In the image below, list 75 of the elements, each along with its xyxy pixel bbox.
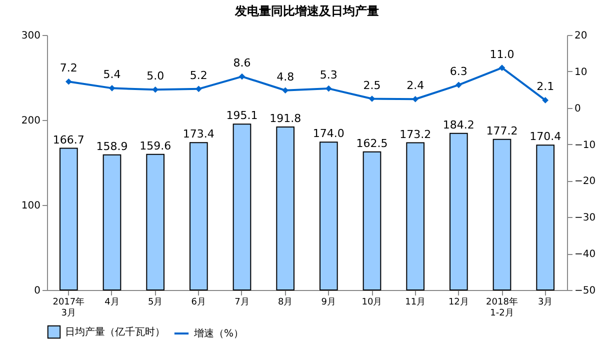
x-tick-label: 5月 <box>148 298 163 308</box>
data-label: 6.3 <box>450 64 468 78</box>
bar <box>320 142 338 290</box>
point <box>412 96 418 102</box>
data-label: 166.7 <box>52 133 84 146</box>
point <box>542 97 548 104</box>
x-tick-label: 9月 <box>321 298 336 308</box>
data-label: 7.2 <box>60 62 78 75</box>
data-label: 5.4 <box>103 68 121 82</box>
data-label: 159.6 <box>140 139 172 152</box>
data-label: 2.1 <box>536 80 554 94</box>
bar <box>276 126 294 290</box>
data-label: 184.2 <box>442 118 474 132</box>
y-tick-label: 300 <box>21 30 40 42</box>
y-tick-label: 200 <box>21 116 40 126</box>
x-tick-label: 11月 <box>405 298 426 308</box>
chart-title: 发电量同比增速及日均产量 <box>234 4 379 18</box>
point <box>326 85 332 92</box>
data-label: 2.4 <box>406 79 424 92</box>
bar <box>492 138 512 290</box>
data-label: 195.1 <box>226 109 258 122</box>
x-tick-label: 2017年 3月 <box>52 296 85 318</box>
data-label: 5.2 <box>190 68 208 82</box>
data-label: 173.2 <box>400 128 432 141</box>
data-label: 11.0 <box>490 48 514 61</box>
data-label: 191.8 <box>270 112 302 125</box>
bar <box>60 148 78 290</box>
bar <box>406 142 424 290</box>
data-label: 4.8 <box>276 70 294 84</box>
data-label: 174.0 <box>312 127 344 140</box>
data-label: 5.0 <box>146 70 164 83</box>
bar <box>102 154 122 290</box>
point <box>238 73 246 80</box>
y-tick-label: 100 <box>21 200 40 212</box>
bar <box>362 151 382 290</box>
point <box>108 85 116 92</box>
point <box>498 64 506 71</box>
point <box>456 82 462 88</box>
x-tick-label: 6月 <box>191 298 206 308</box>
data-label: 170.4 <box>530 130 562 144</box>
x-tick-label: 10月 <box>362 298 382 308</box>
bar <box>146 154 164 290</box>
y2-tick-label: −50 <box>574 286 596 296</box>
x-tick-label: 4月 <box>104 298 120 308</box>
y2-tick-label: −30 <box>574 212 596 224</box>
data-label: 177.2 <box>486 124 518 138</box>
data-label: 162.5 <box>356 136 388 150</box>
data-label: 5.3 <box>320 68 338 82</box>
point <box>66 78 72 85</box>
bar <box>450 132 468 290</box>
legend-label: 日均产量（亿千瓦时） <box>65 326 165 338</box>
bar <box>190 142 208 290</box>
point <box>196 86 202 92</box>
y2-tick-label: 20 <box>574 30 588 42</box>
x-tick-label: 3月 <box>538 298 553 308</box>
y2-tick-label: −10 <box>574 140 596 151</box>
point <box>152 86 158 93</box>
legend-label: 增速（%） <box>193 328 244 340</box>
x-tick-label: 12月 <box>448 298 469 308</box>
data-label: 8.6 <box>233 56 251 70</box>
bar <box>536 144 554 290</box>
point <box>368 96 376 102</box>
data-label: 173.4 <box>182 128 214 141</box>
x-tick-label: 7月 <box>234 298 250 308</box>
y2-tick-label: −40 <box>574 249 596 260</box>
y2-tick-label: 10 <box>574 66 588 78</box>
data-label: 2.5 <box>363 78 381 92</box>
point <box>282 87 288 94</box>
x-tick-label: 2018年 1-2月 <box>486 296 518 318</box>
bar <box>232 124 252 290</box>
y2-tick-label: −20 <box>574 176 596 188</box>
y2-tick-label: 0 <box>574 103 581 114</box>
x-tick-label: 8月 <box>278 298 293 308</box>
data-label: 158.9 <box>96 140 128 153</box>
y-tick-label: 0 <box>34 286 40 296</box>
